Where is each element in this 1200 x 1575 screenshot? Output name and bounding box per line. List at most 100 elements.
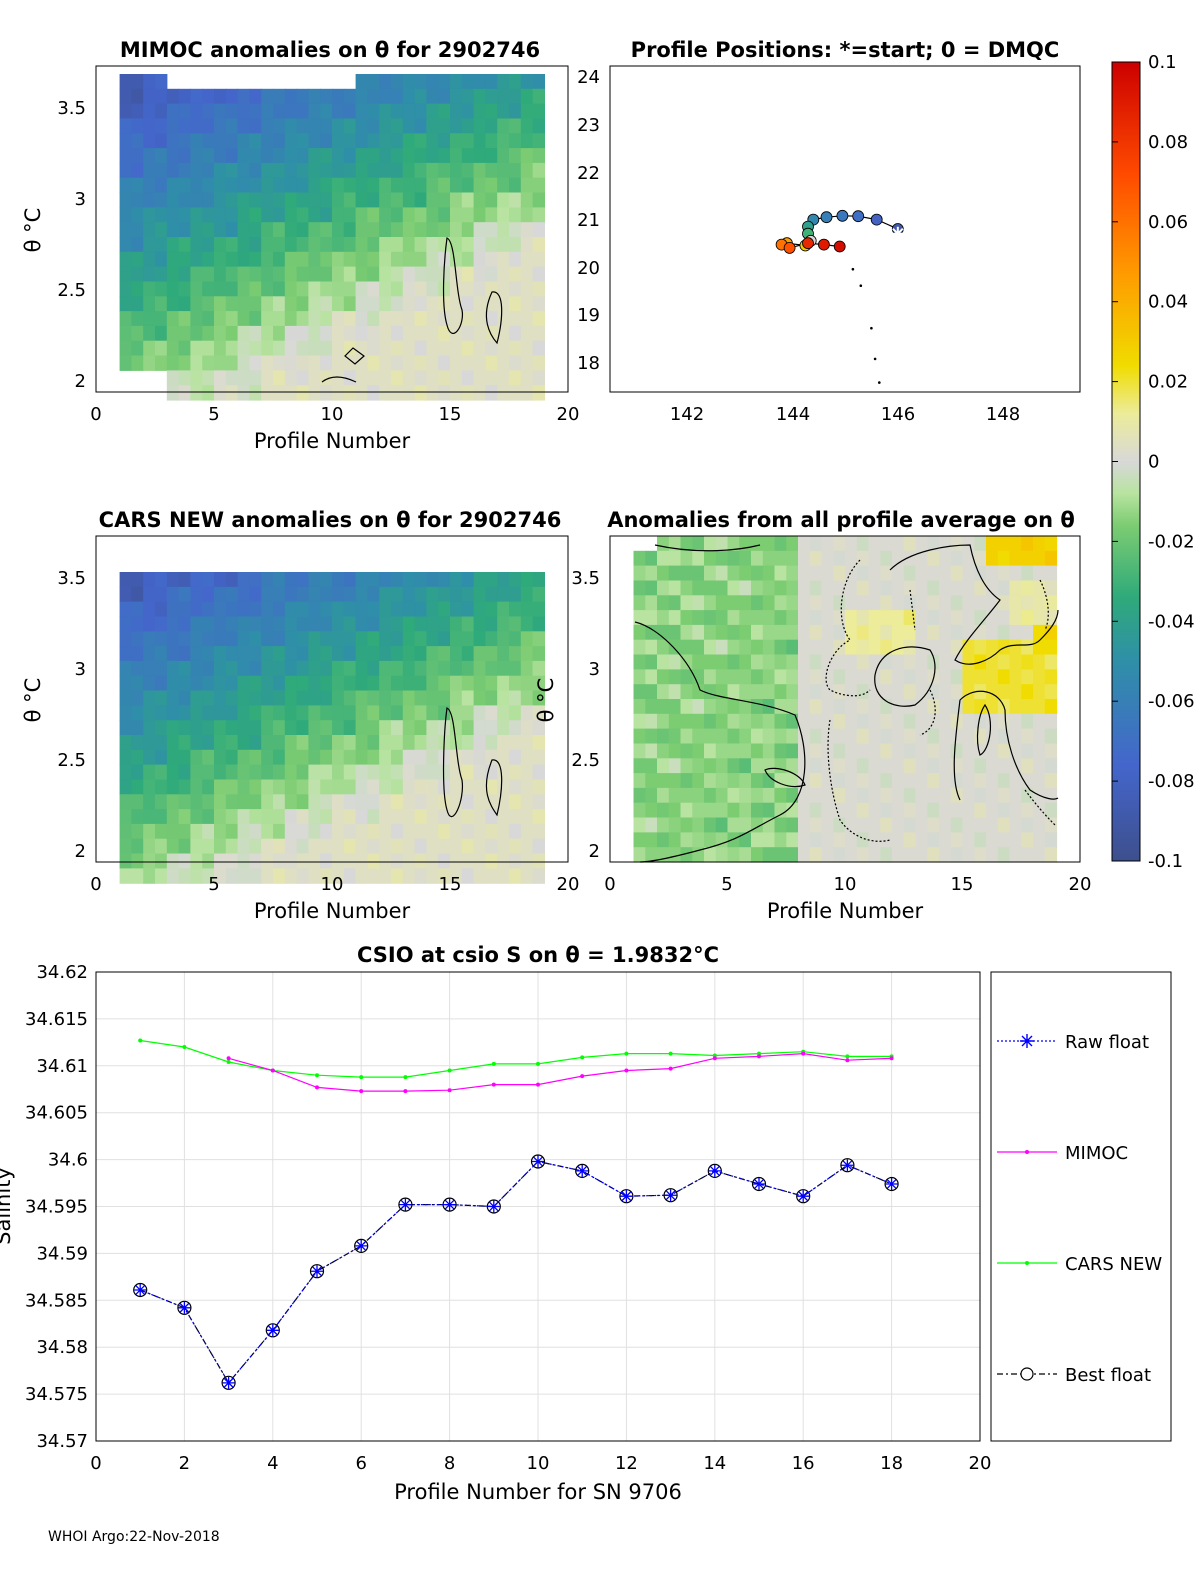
heatmap-cell xyxy=(343,192,357,208)
series-line xyxy=(139,1160,892,1384)
heatmap-cell xyxy=(261,601,274,617)
heatmap-cell xyxy=(520,690,534,706)
data-point xyxy=(532,1155,544,1168)
heatmap-cell xyxy=(739,565,752,581)
heatmap-cell xyxy=(273,735,286,751)
heatmap-cell xyxy=(332,823,345,840)
heatmap-cell xyxy=(190,735,203,751)
heatmap-cell xyxy=(343,370,357,386)
heatmap-cell xyxy=(1033,536,1046,552)
heatmap-cell xyxy=(915,817,928,833)
heatmap-cell xyxy=(426,631,439,647)
heatmap-cell xyxy=(355,222,368,238)
heatmap-cell xyxy=(497,838,510,855)
heatmap-cell xyxy=(473,162,486,179)
heatmap-cell xyxy=(225,162,239,179)
heatmap-cell xyxy=(249,646,262,662)
heatmap-cell xyxy=(214,325,227,342)
heatmap-cell xyxy=(214,779,227,795)
heatmap-cell xyxy=(308,690,321,706)
heatmap-cell xyxy=(202,385,215,401)
heatmap-cell xyxy=(119,340,132,357)
heatmap-cell xyxy=(497,705,510,721)
heatmap-cell xyxy=(485,118,498,134)
heatmap-cell xyxy=(868,699,881,715)
heatmap-cell xyxy=(798,669,811,685)
heatmap-cell xyxy=(402,311,416,327)
heatmap-cell xyxy=(214,340,227,357)
heatmap-cell xyxy=(273,764,286,780)
heatmap-cell xyxy=(845,743,858,759)
heatmap-cell xyxy=(143,764,156,780)
heatmap-cell xyxy=(856,787,870,804)
heatmap-cell xyxy=(450,251,463,268)
heatmap-cell xyxy=(249,148,262,164)
heatmap-cell xyxy=(190,660,203,677)
heatmap-cell xyxy=(343,355,357,371)
heatmap-cell xyxy=(927,773,940,789)
heatmap-cell xyxy=(355,355,368,371)
heatmap-cell xyxy=(155,207,168,223)
heatmap-cell xyxy=(774,669,787,685)
heatmap-cell xyxy=(715,595,729,611)
heatmap-cell xyxy=(249,616,262,632)
heatmap-cell xyxy=(202,631,215,647)
heatmap-cell xyxy=(532,118,545,134)
heatmap-cell xyxy=(438,764,451,780)
heatmap-cell xyxy=(391,794,404,810)
heatmap-cell xyxy=(774,832,787,848)
heatmap-cell xyxy=(237,237,250,253)
heatmap-cell xyxy=(845,699,858,715)
heatmap-cell xyxy=(892,550,905,567)
heatmap-cell xyxy=(119,192,132,208)
heatmap-cell xyxy=(320,809,333,825)
heatmap-cell xyxy=(715,699,729,715)
heatmap-cell xyxy=(786,847,799,863)
heatmap-cell xyxy=(497,162,510,179)
heatmap-cell xyxy=(379,720,392,736)
heatmap-cell xyxy=(225,266,239,282)
heatmap-cell xyxy=(119,207,132,223)
heatmap-cell xyxy=(880,802,893,819)
heatmap-cell xyxy=(414,735,427,751)
heatmap-cell xyxy=(497,266,510,282)
heatmap-cell xyxy=(915,536,928,552)
heatmap-cell xyxy=(237,251,250,268)
heatmap-cell xyxy=(249,311,262,327)
heatmap-cell xyxy=(190,838,203,855)
heatmap-cell xyxy=(320,251,333,268)
heatmap-cell xyxy=(367,296,380,312)
heatmap-cell xyxy=(762,595,776,611)
allavg-x-ticks: 0 5 10 15 20 xyxy=(604,874,1091,895)
heatmap-cell xyxy=(509,281,522,297)
heatmap-cell xyxy=(809,817,823,833)
heatmap-cell xyxy=(379,586,392,603)
heatmap-cell xyxy=(155,133,168,149)
heatmap-cell xyxy=(332,675,345,692)
data-point xyxy=(222,1376,235,1389)
heatmap-cell xyxy=(509,690,522,706)
heatmap-cell xyxy=(509,251,522,268)
heatmap-cell xyxy=(343,823,357,840)
position-marker xyxy=(833,240,846,253)
heatmap-cell xyxy=(915,787,928,804)
heatmap-cell xyxy=(962,728,975,744)
heatmap-cell xyxy=(1021,758,1034,774)
heatmap-cell xyxy=(402,385,416,401)
heatmap-cell xyxy=(438,222,451,238)
heatmap-cell xyxy=(1033,847,1046,863)
heatmap-cell xyxy=(273,705,286,721)
heatmap-cell xyxy=(155,646,168,662)
heatmap-cell xyxy=(155,311,168,327)
heatmap-cell xyxy=(461,266,475,282)
heatmap-cell xyxy=(131,133,144,149)
heatmap-cell xyxy=(214,296,227,312)
heatmap-cell xyxy=(821,639,834,656)
csio-legend: Raw float MIMOC CARS NEW Best float xyxy=(990,971,1172,1442)
heatmap-cell xyxy=(143,340,156,357)
heatmap-cell xyxy=(704,743,717,759)
heatmap-cell xyxy=(214,266,227,282)
heatmap-cell xyxy=(786,654,799,670)
heatmap-cell xyxy=(308,177,321,194)
heatmap-cell xyxy=(1021,624,1034,641)
